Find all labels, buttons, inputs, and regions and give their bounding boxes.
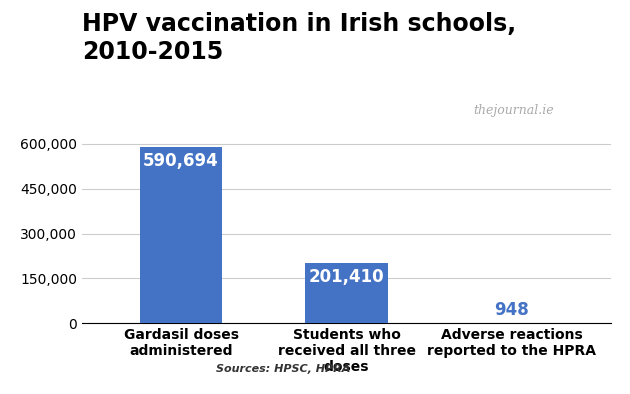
Text: Sources: HPSC, HPRA: Sources: HPSC, HPRA: [216, 364, 351, 374]
Bar: [305, 263, 388, 323]
Text: HPV vaccination in Irish schools,
2010-2015: HPV vaccination in Irish schools, 2010-2…: [82, 12, 516, 63]
Text: 201,410: 201,410: [309, 268, 384, 286]
Text: 948: 948: [495, 301, 529, 319]
Text: thejournal.ie: thejournal.ie: [474, 104, 554, 117]
Text: 590,694: 590,694: [143, 152, 219, 170]
Bar: [140, 147, 222, 323]
